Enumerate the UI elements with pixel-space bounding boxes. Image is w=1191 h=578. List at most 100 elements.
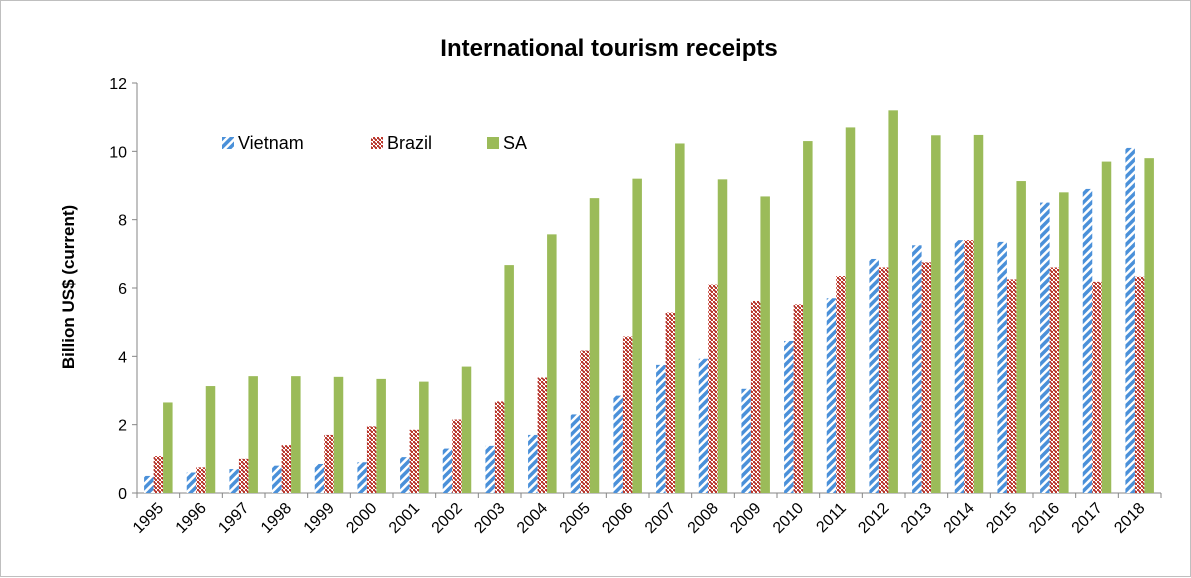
bar-sa-2002 [461, 366, 472, 493]
bar-sa-1995 [163, 402, 173, 493]
bar-brazil-2008 [708, 284, 718, 493]
legend-label-brazil: Brazil [387, 133, 432, 153]
x-tick-label: 2010 [770, 500, 807, 537]
bar-vietnam-2009 [741, 388, 751, 493]
x-tick-label: 2017 [1069, 500, 1106, 537]
x-tick-label: 2012 [855, 500, 892, 537]
bar-brazil-2009 [750, 300, 761, 493]
bar-vietnam-2005 [570, 414, 581, 493]
x-tick-label: 2006 [599, 500, 636, 537]
bar-brazil-2005 [580, 350, 590, 493]
bar-vietnam-1998 [272, 465, 282, 493]
bar-vietnam-2002 [442, 448, 453, 493]
bar-vietnam-2006 [613, 395, 623, 493]
x-tick-label: 2001 [386, 500, 423, 537]
bar-sa-2008 [717, 179, 728, 493]
legend-swatch-brazil [371, 137, 383, 149]
y-tick-label: 0 [118, 486, 127, 503]
bar-brazil-2015 [1006, 279, 1017, 493]
bar-vietnam-2011 [826, 298, 837, 493]
bar-vietnam-1997 [229, 469, 239, 493]
bar-brazil-2013 [921, 262, 932, 493]
bar-vietnam-1996 [186, 472, 197, 493]
bar-vietnam-2013 [912, 245, 922, 493]
x-tick-label: 2000 [343, 500, 380, 537]
y-tick-label: 10 [109, 144, 127, 161]
bar-sa-2011 [845, 127, 856, 494]
bar-vietnam-1999 [314, 463, 325, 493]
bar-brazil-2001 [409, 429, 420, 493]
x-tick-label: 2013 [898, 500, 935, 537]
bar-brazil-1999 [324, 434, 334, 493]
bar-vietnam-2015 [997, 241, 1007, 493]
bar-brazil-1998 [281, 445, 292, 493]
bar-vietnam-2008 [698, 358, 709, 493]
x-tick-label: 1999 [301, 500, 338, 537]
bar-sa-2007 [675, 143, 685, 493]
bar-brazil-2010 [793, 304, 804, 493]
x-tick-label: 1996 [173, 500, 210, 537]
bar-brazil-2017 [1092, 281, 1102, 493]
bar-vietnam-2010 [784, 340, 794, 493]
bar-sa-2018 [1144, 158, 1154, 493]
bar-brazil-1997 [238, 458, 249, 493]
x-tick-label: 1997 [215, 500, 252, 537]
bar-vietnam-2018 [1125, 147, 1135, 493]
bar-vietnam-2012 [869, 258, 879, 493]
y-tick-label: 12 [109, 76, 127, 93]
x-tick-label: 2016 [1026, 500, 1063, 537]
x-tick-label: 2002 [429, 500, 466, 537]
x-tick-label: 1995 [130, 500, 167, 537]
bar-vietnam-2000 [357, 462, 367, 493]
bar-sa-2013 [931, 135, 941, 493]
bar-brazil-2006 [622, 336, 633, 493]
bar-sa-2005 [589, 198, 600, 493]
bar-sa-2016 [1059, 192, 1069, 494]
bar-sa-1996 [205, 386, 216, 493]
x-tick-label: 2018 [1111, 500, 1148, 537]
bar-vietnam-2003 [485, 445, 495, 493]
legend-label-vietnam: Vietnam [238, 133, 304, 153]
bar-sa-2014 [973, 134, 984, 493]
bar-sa-2000 [376, 378, 386, 493]
x-tick-label: 1998 [258, 500, 295, 537]
bar-brazil-1995 [153, 456, 164, 493]
bar-sa-2006 [632, 178, 642, 493]
x-tick-label: 2007 [642, 500, 679, 537]
bar-vietnam-1995 [144, 475, 154, 493]
bar-sa-2003 [504, 265, 514, 493]
x-tick-label: 2008 [685, 500, 722, 537]
y-tick-label: 8 [118, 213, 127, 230]
bar-vietnam-2004 [528, 434, 538, 493]
bar-brazil-2016 [1049, 267, 1060, 493]
legend-swatch-vietnam [222, 137, 234, 149]
bar-vietnam-2001 [400, 457, 410, 493]
y-tick-label: 4 [118, 349, 127, 366]
bar-vietnam-2007 [656, 364, 666, 493]
bar-brazil-2011 [836, 276, 846, 493]
x-tick-label: 2014 [941, 500, 978, 537]
legend-swatch-sa [487, 137, 499, 149]
bar-vietnam-2014 [954, 240, 965, 493]
bar-brazil-2004 [537, 377, 548, 493]
bar-sa-1998 [291, 376, 301, 493]
bar-brazil-1996 [196, 467, 206, 493]
y-axis-label: Billion US$ (current) [59, 205, 78, 369]
bar-sa-2004 [547, 234, 557, 493]
y-tick-label: 2 [118, 418, 127, 435]
x-tick-label: 2004 [514, 500, 551, 537]
legend-label-sa: SA [503, 133, 527, 153]
bar-sa-1999 [333, 376, 344, 493]
chart-title: International tourism receipts [440, 35, 777, 62]
bar-brazil-2002 [452, 419, 462, 493]
bar-sa-2012 [888, 110, 898, 493]
x-tick-label: 2005 [557, 500, 594, 537]
y-tick-label: 6 [118, 281, 127, 298]
bar-brazil-2007 [665, 312, 676, 493]
bar-sa-2001 [419, 381, 429, 493]
legend: Vietnam Brazil SA [222, 133, 527, 153]
x-tick-label: 2011 [813, 500, 849, 536]
x-tick-label: 2003 [471, 500, 508, 537]
